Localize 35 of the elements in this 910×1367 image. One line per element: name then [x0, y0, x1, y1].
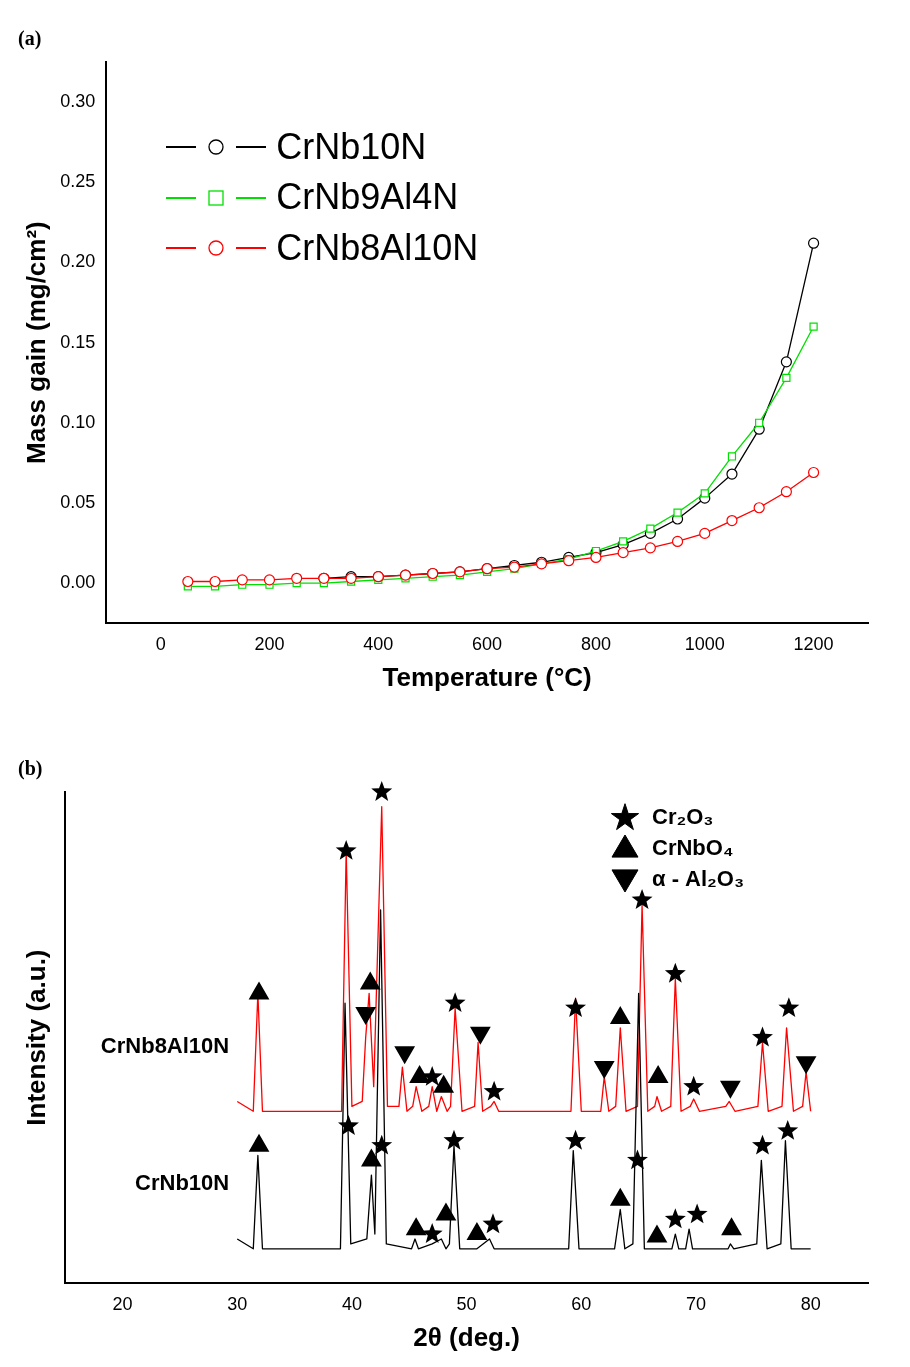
- legend-label: CrNbO₄: [652, 833, 734, 862]
- y-tick-label: 0.10: [60, 411, 96, 432]
- series-label: CrNb10N: [135, 1170, 230, 1196]
- y-tick-label: 0.25: [60, 171, 96, 192]
- x-axis-title: 2θ (deg.): [413, 1321, 520, 1352]
- x-tick-label: 0: [155, 633, 166, 654]
- legend-label: α - Al₂O₃: [652, 864, 745, 893]
- x-tick-label: 60: [571, 1293, 592, 1314]
- x-tick-label: 70: [685, 1293, 706, 1314]
- x-tick-label: 50: [456, 1293, 477, 1314]
- y-tick-label: 0.20: [60, 251, 96, 272]
- chart-title: (a): [18, 27, 42, 51]
- x-tick-label: 80: [800, 1293, 821, 1314]
- legend-label: CrNb8Al10N: [276, 225, 479, 270]
- y-axis-title: Intensity (a.u.): [20, 949, 51, 1126]
- legend-label: CrNb10N: [276, 125, 427, 169]
- y-tick-label: 0.05: [60, 491, 96, 512]
- x-tick-label: 800: [580, 633, 611, 654]
- x-tick-label: 200: [254, 633, 285, 654]
- legend-label: CrNb9Al4N: [276, 175, 459, 220]
- y-tick-label: 0.00: [60, 572, 96, 593]
- x-tick-label: 1000: [684, 633, 725, 654]
- y-axis-title: Mass gain (mg/cm²): [20, 221, 51, 464]
- x-tick-label: 40: [341, 1293, 362, 1314]
- x-tick-label: 600: [472, 633, 503, 654]
- y-tick-label: 0.30: [60, 91, 96, 112]
- x-tick-label: 20: [112, 1293, 133, 1314]
- x-axis-title: Temperature (°C): [382, 661, 592, 692]
- chart-title: (b): [18, 757, 43, 781]
- x-tick-label: 1200: [793, 633, 834, 654]
- y-tick-label: 0.15: [60, 331, 96, 352]
- legend-label: Cr₂O₃: [652, 803, 714, 831]
- x-tick-label: 30: [227, 1293, 248, 1314]
- series-label: CrNb8Al10N: [100, 1032, 230, 1058]
- x-tick-label: 400: [363, 633, 394, 654]
